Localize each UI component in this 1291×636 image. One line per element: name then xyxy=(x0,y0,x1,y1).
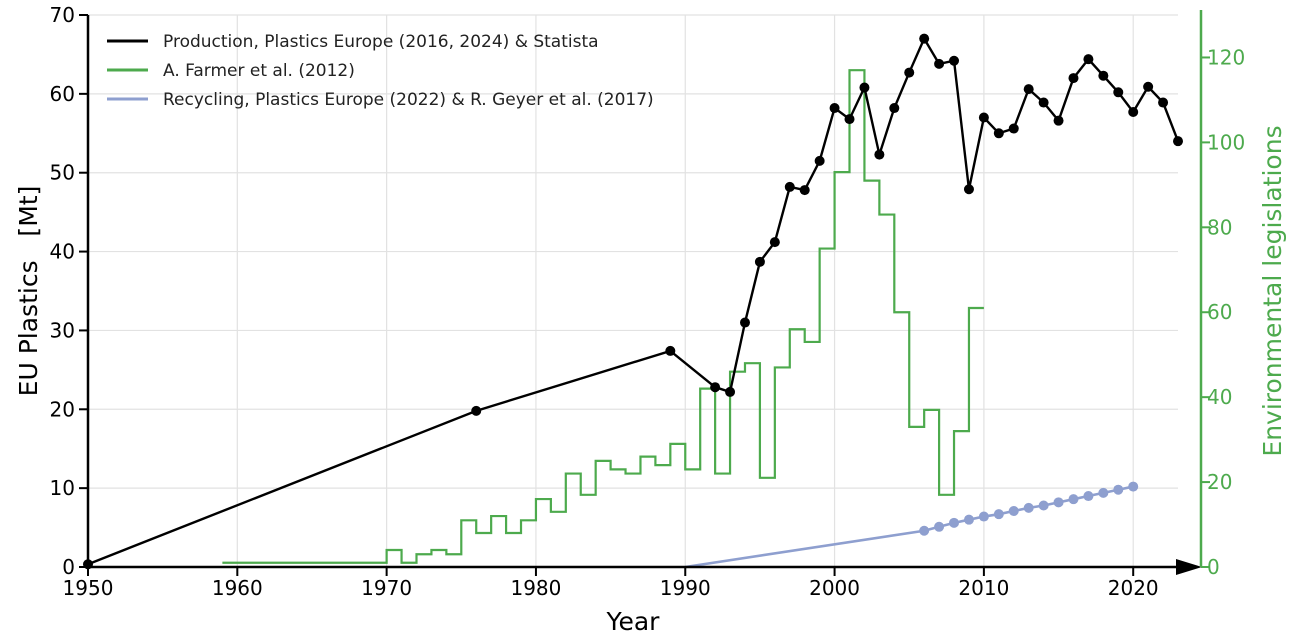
point-recycling xyxy=(1098,487,1109,498)
axes: 1950 1960 1970 1980 1990 2000 2010 2020 0 10 20 30 4… xyxy=(14,3,1287,636)
point-production xyxy=(829,103,840,114)
point-production xyxy=(1023,84,1034,95)
point-production xyxy=(1173,136,1183,147)
point-production xyxy=(963,184,974,195)
series-line-legislation xyxy=(222,69,984,564)
series-layer xyxy=(83,33,1183,570)
point-production xyxy=(754,256,765,267)
point-production xyxy=(769,237,780,248)
y-right-tick-label: 20 xyxy=(1207,470,1232,494)
point-production xyxy=(919,33,930,44)
point-production xyxy=(1113,87,1124,98)
y-right-tick-label: 40 xyxy=(1207,385,1232,409)
point-production xyxy=(934,58,945,69)
point-recycling xyxy=(1053,497,1064,508)
legend-label: A. Farmer et al. (2012) xyxy=(163,61,355,81)
point-recycling xyxy=(1038,500,1049,511)
y-right-axis-title: Environmental legislations xyxy=(1258,125,1287,456)
y-tick-label: 0 xyxy=(62,555,75,579)
point-recycling xyxy=(1068,494,1079,505)
point-production xyxy=(725,386,736,397)
point-recycling xyxy=(993,509,1004,520)
point-production xyxy=(1128,106,1139,117)
y-tick-label: 10 xyxy=(50,476,75,500)
point-production xyxy=(1008,123,1019,134)
point-production xyxy=(1068,73,1079,84)
point-production xyxy=(874,149,885,160)
point-production xyxy=(889,103,900,114)
point-production xyxy=(1143,81,1154,92)
y-tick-label: 20 xyxy=(50,397,75,421)
point-production xyxy=(814,155,825,166)
grid xyxy=(88,14,1178,567)
y-tick-label: 70 xyxy=(50,3,75,27)
point-production xyxy=(799,185,810,196)
point-recycling xyxy=(949,517,960,528)
point-production xyxy=(739,317,750,328)
y-tick-label: 60 xyxy=(50,82,75,106)
point-recycling xyxy=(934,521,945,532)
point-production xyxy=(1098,70,1109,81)
point-production xyxy=(904,67,915,78)
y-right-tick-label: 60 xyxy=(1207,300,1232,324)
point-production xyxy=(665,345,676,356)
x-tick-label: 1960 xyxy=(212,576,263,600)
x-tick-label: 2020 xyxy=(1108,576,1159,600)
point-recycling xyxy=(1008,506,1019,517)
x-tick-label: 1990 xyxy=(660,576,711,600)
point-production xyxy=(978,112,989,123)
y-tick-label: 40 xyxy=(50,240,75,264)
point-recycling xyxy=(963,514,974,525)
point-recycling xyxy=(1128,481,1139,492)
series-line-recycling xyxy=(685,485,1134,569)
point-production xyxy=(844,114,855,125)
point-recycling xyxy=(1113,484,1124,495)
y-right-tick-label: 80 xyxy=(1207,215,1232,239)
point-production xyxy=(1053,115,1064,126)
y-right-tick-label: 100 xyxy=(1207,130,1245,154)
point-production xyxy=(710,382,721,393)
point-production xyxy=(949,55,960,66)
point-production xyxy=(471,405,482,416)
y-tick-label: 50 xyxy=(50,161,75,185)
y-right-tick-label: 0 xyxy=(1207,555,1220,579)
y-tick-label: 30 xyxy=(50,318,75,342)
x-tick-label: 1980 xyxy=(510,576,561,600)
x-tick-label: 2010 xyxy=(958,576,1009,600)
point-recycling xyxy=(919,525,930,536)
legend: Production, Plastics Europe (2016, 2024)… xyxy=(107,32,654,110)
x-axis-title: Year xyxy=(606,607,661,636)
point-recycling xyxy=(1083,491,1094,502)
point-recycling xyxy=(978,511,989,522)
y-axis-title: EU Plastics [Mt] xyxy=(14,186,43,397)
legend-label: Production, Plastics Europe (2016, 2024)… xyxy=(163,32,599,52)
x-tick-label: 1950 xyxy=(63,576,114,600)
x-axis-arrow xyxy=(1176,559,1202,575)
point-production xyxy=(993,128,1004,139)
point-production xyxy=(1083,54,1094,65)
x-tick-label: 1970 xyxy=(361,576,412,600)
point-production xyxy=(859,82,870,93)
point-production xyxy=(1158,97,1169,108)
y-right-tick-label: 120 xyxy=(1207,45,1245,69)
point-production xyxy=(1038,97,1049,108)
legend-label: Recycling, Plastics Europe (2022) & R. G… xyxy=(163,90,654,110)
x-tick-label: 2000 xyxy=(809,576,860,600)
point-recycling xyxy=(1023,502,1034,513)
point-production xyxy=(784,181,795,192)
series-line-production xyxy=(87,36,1180,566)
